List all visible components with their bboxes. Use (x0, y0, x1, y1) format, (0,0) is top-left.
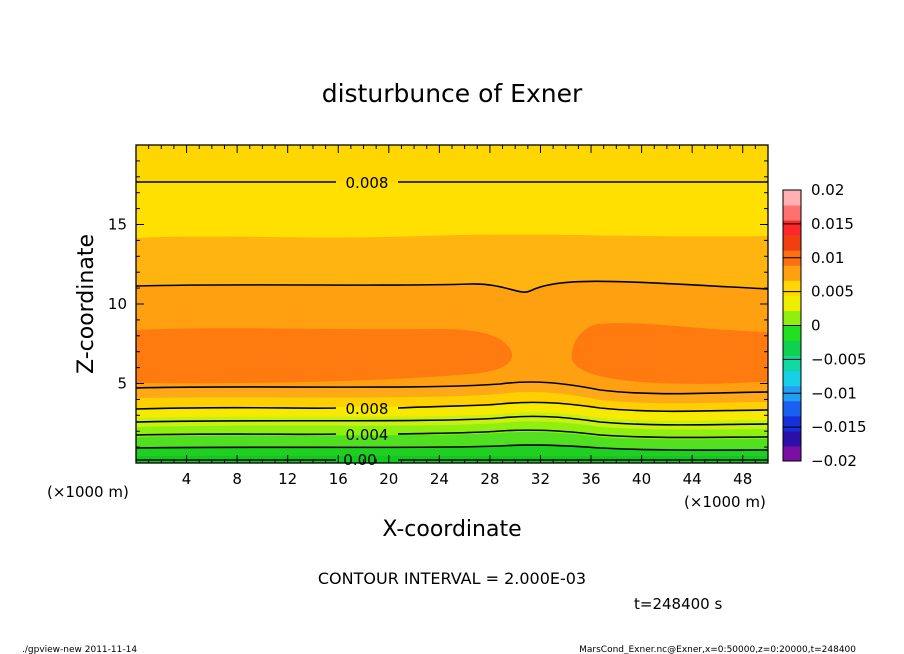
colorbar-swatch (783, 265, 801, 281)
time-label: t=248400 s (634, 595, 722, 613)
colorbar-tick-label: −0.015 (811, 418, 867, 436)
cell-dark-orange-right (571, 323, 768, 384)
x-tick-label: 48 (733, 470, 752, 488)
footer-left: ./gpview-new 2011-11-14 (22, 645, 137, 654)
colorbar-swatch (783, 310, 801, 326)
colorbar-swatch (783, 205, 801, 221)
colorbar-tick-label: −0.005 (811, 350, 867, 368)
colorbar-swatch (783, 415, 801, 432)
contour-lines (136, 181, 768, 461)
colorbar-swatch (783, 325, 801, 342)
cell-dark-orange-left (136, 328, 513, 384)
y-tick-label: 10 (108, 295, 127, 313)
colorbar-swatch (783, 400, 801, 417)
y-axis-label: Z-coordinate (74, 234, 99, 374)
x-tick-label: 24 (430, 470, 449, 488)
colorbar-tick-label: 0.005 (811, 283, 854, 301)
x-axis-label: X-coordinate (382, 517, 521, 542)
x-tick-label: 16 (329, 470, 348, 488)
colorbar: 0.02 0.015 0.01 0.005 0 −0.005 −0.01 −0.015 −0.0… (782, 181, 867, 470)
x-tick-label: 44 (683, 470, 702, 488)
x-tick-label: 8 (232, 470, 242, 488)
contour-label: 0.008 (346, 174, 389, 192)
contour-field (136, 145, 768, 463)
contour-line-002 (136, 444, 768, 451)
contour-label: 0.004 (346, 426, 389, 444)
y-axis: 5 10 15 (108, 160, 768, 448)
x-tick-label: 4 (182, 470, 192, 488)
colorbar-swatch (783, 235, 801, 251)
contour-line-004 (136, 429, 768, 439)
colorbar-tick-label: −0.02 (811, 452, 857, 470)
contour-line-008 (136, 401, 768, 413)
x-unit-left: (×1000 m) (47, 483, 129, 501)
colorbar-swatch (783, 295, 801, 311)
contour-label: 0.008 (346, 400, 389, 418)
x-tick-label: 28 (480, 470, 499, 488)
x-tick-label: 32 (531, 470, 550, 488)
contour-line-upper (136, 280, 768, 293)
contour-interval: CONTOUR INTERVAL = 2.000E-03 (318, 569, 586, 588)
contour-line-006 (136, 415, 768, 426)
colorbar-swatch (783, 190, 801, 206)
colorbar-tick-label: −0.01 (811, 384, 857, 402)
y-tick-label: 5 (117, 375, 127, 393)
y-tick-label: 15 (108, 216, 127, 234)
colorbar-swatch (783, 280, 801, 296)
colorbar-tick-label: 0 (811, 317, 821, 335)
x-axis: 4 8 12 16 20 24 28 32 36 40 44 48 (148, 145, 756, 488)
contour-label: 0.00 (343, 451, 376, 469)
x-tick-label: 36 (581, 470, 600, 488)
x-tick-label: 20 (379, 470, 398, 488)
colorbar-swatch (783, 220, 801, 236)
footer-right: MarsCond_Exner.nc@Exner,x=0:50000,z=0:20… (579, 645, 856, 654)
colorbar-swatch (783, 445, 801, 462)
colorbar-swatch (783, 355, 801, 372)
colorbar-tick-label: 0.015 (811, 215, 854, 233)
colorbar-swatch (783, 340, 801, 357)
colorbar-swatch (783, 370, 801, 387)
colorbar-swatch (783, 430, 801, 447)
x-unit-right: (×1000 m) (684, 493, 766, 511)
colorbar-tick-label: 0.02 (811, 181, 844, 199)
x-tick-label: 40 (632, 470, 651, 488)
x-tick-label: 12 (278, 470, 297, 488)
colorbar-tick-label: 0.01 (811, 249, 844, 267)
contour-line-mid (136, 381, 768, 395)
chart-title: disturbunce of Exner (322, 79, 583, 108)
band-upper-yellow (136, 182, 768, 242)
